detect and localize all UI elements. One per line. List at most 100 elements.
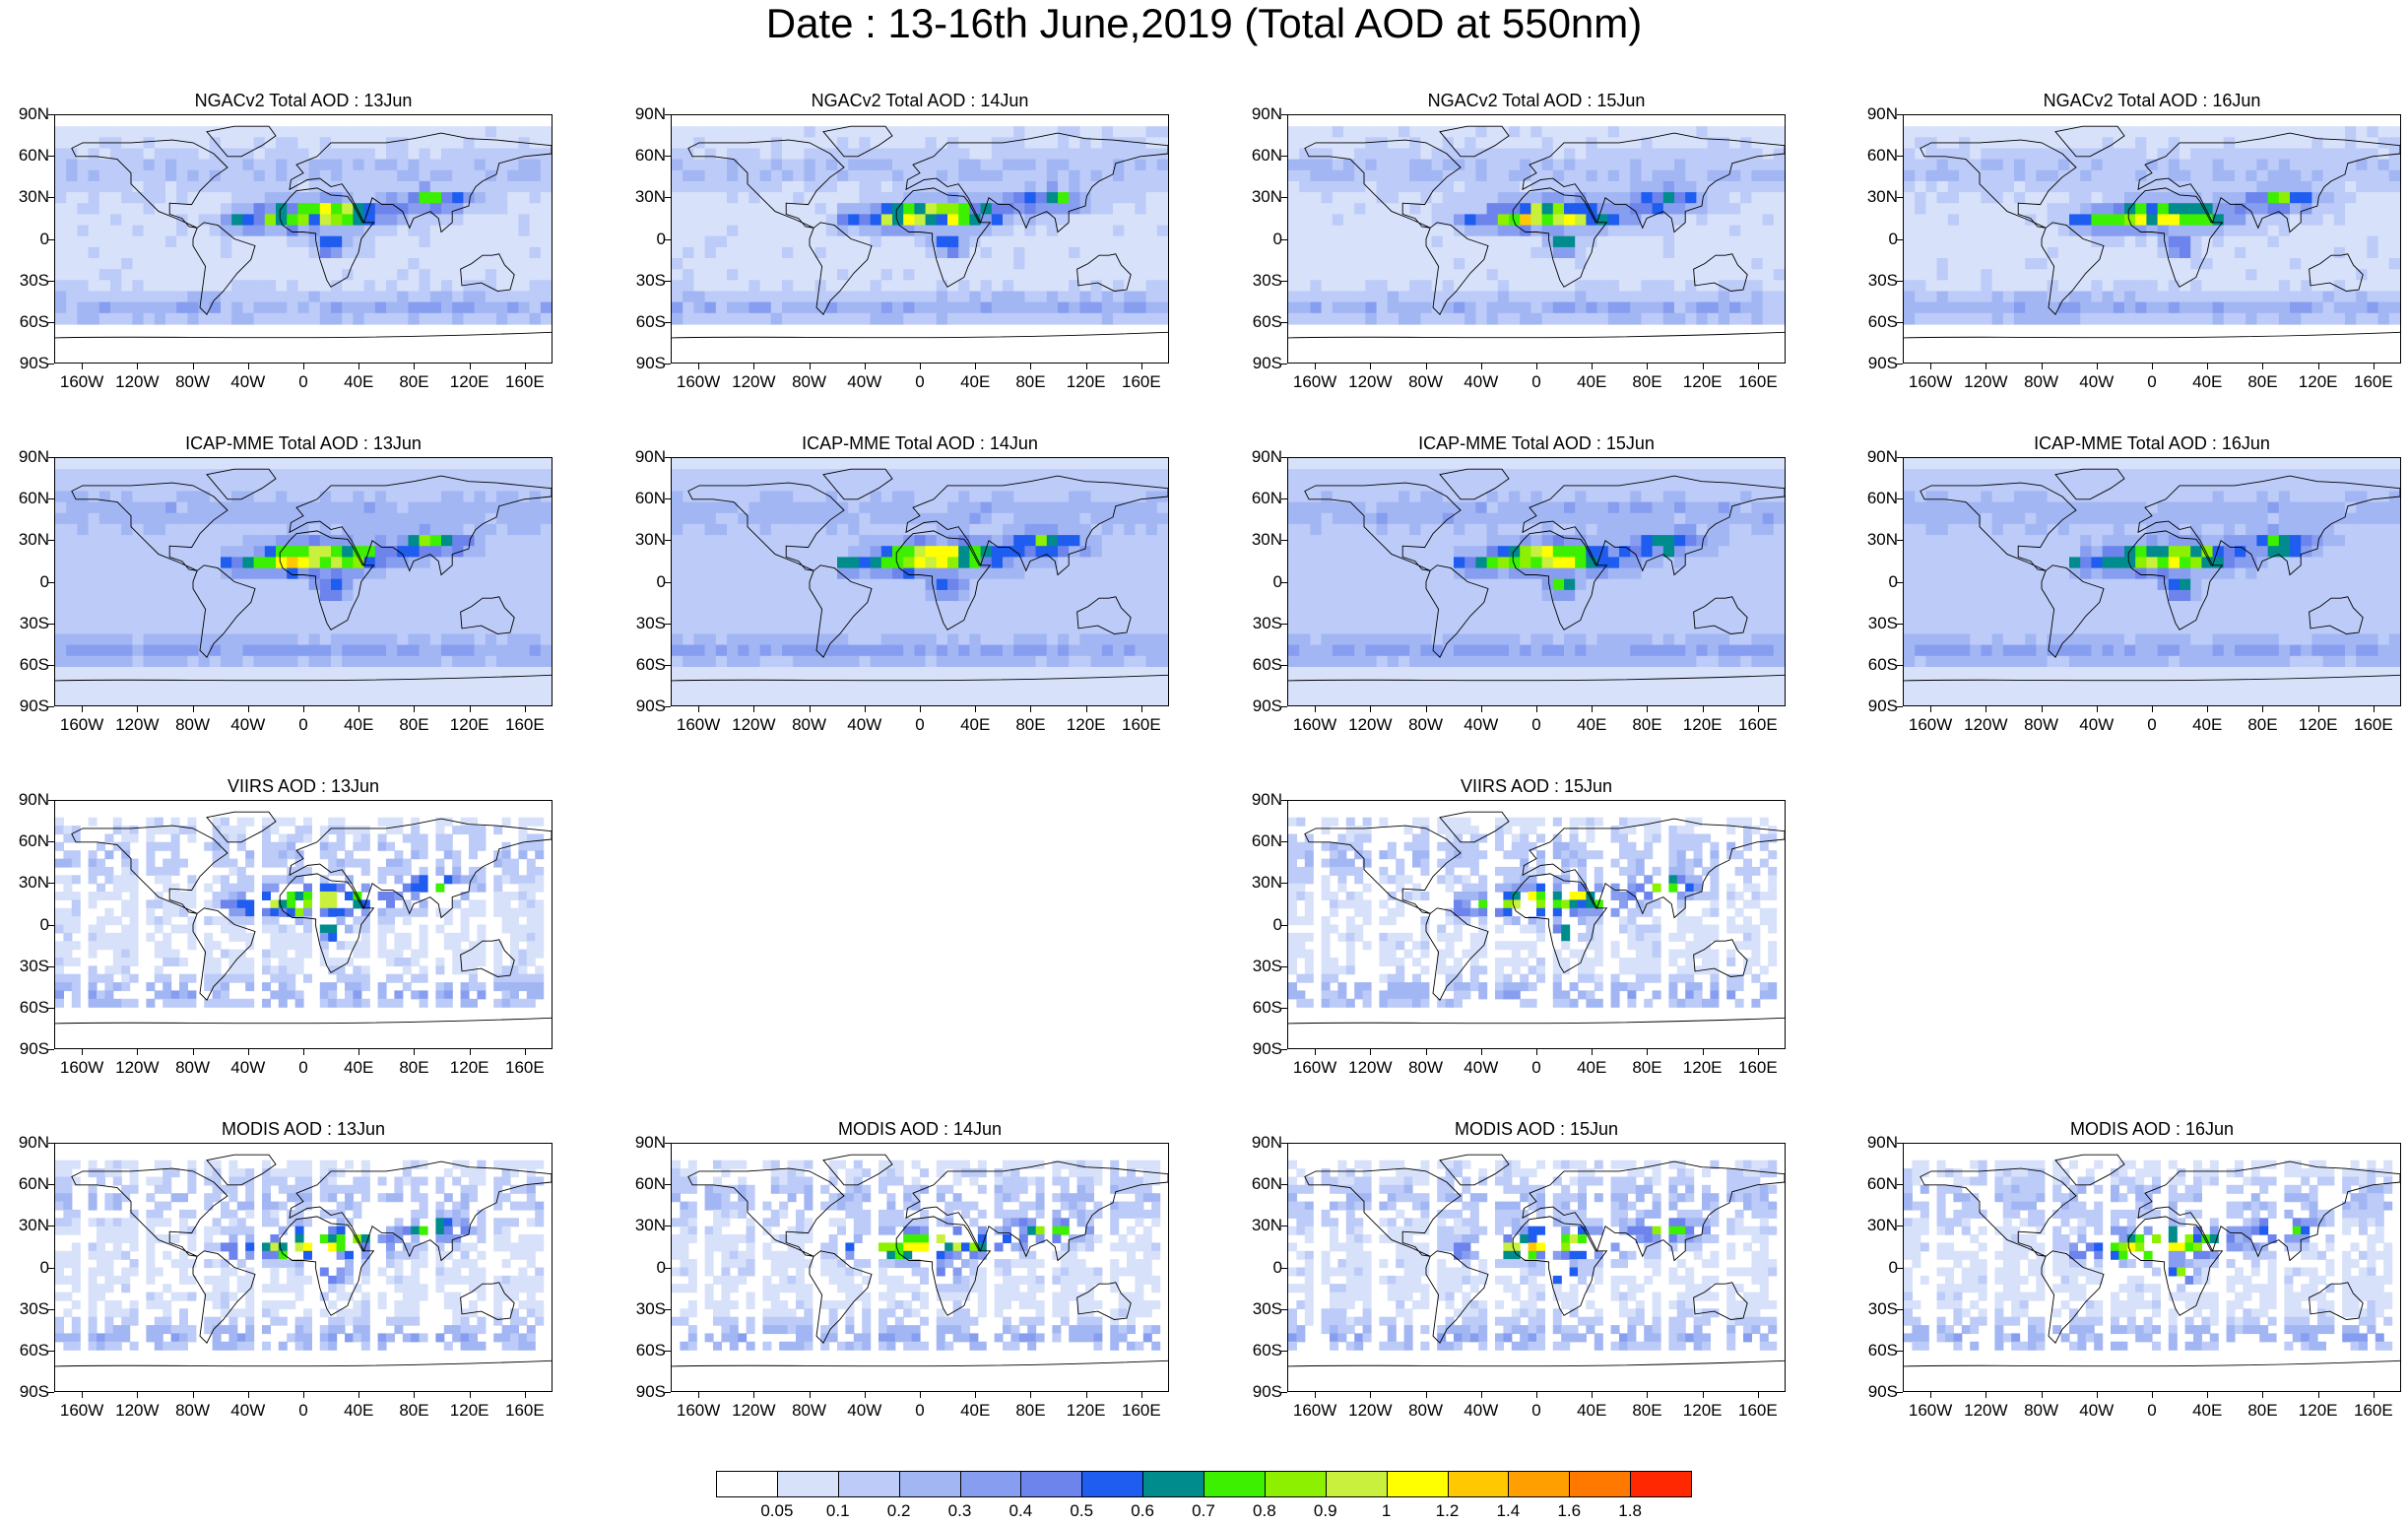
y-tick-label: 60N [1233, 832, 1282, 850]
x-tick-label: 40E [1562, 1058, 1621, 1078]
y-tick [48, 457, 54, 458]
x-tick [1536, 706, 1537, 712]
aod-map [55, 1144, 552, 1391]
x-tick [1481, 1049, 1482, 1055]
x-tick-label: 160W [1901, 715, 1960, 735]
x-tick [2262, 364, 2263, 369]
x-tick-label: 120W [107, 372, 166, 392]
x-tick [1703, 364, 1704, 369]
x-tick [975, 706, 976, 712]
x-tick [1315, 1049, 1316, 1055]
map-area [671, 114, 1169, 364]
aod-field [1904, 1160, 2392, 1351]
y-tick-label: 60S [1849, 656, 1898, 674]
y-tick [665, 1226, 671, 1227]
x-tick-label: 120E [440, 1058, 499, 1078]
x-tick-label: 120W [1340, 1401, 1399, 1421]
y-tick [48, 883, 54, 884]
y-tick [1281, 800, 1287, 801]
x-tick [358, 1392, 359, 1398]
x-tick-label: 40W [2067, 372, 2126, 392]
x-tick-label: 120E [1057, 715, 1116, 735]
x-tick-label: 160E [1728, 372, 1788, 392]
colorbar-label: 0.05 [748, 1501, 807, 1521]
x-tick [82, 364, 83, 369]
antarctica-coastline [1288, 332, 1785, 338]
colorbar-label: 0.3 [931, 1501, 990, 1521]
y-tick [1281, 457, 1287, 458]
colorbar-swatch [1204, 1471, 1266, 1497]
x-tick [1426, 364, 1427, 369]
x-tick-label: 120E [2289, 372, 2348, 392]
y-tick [665, 114, 671, 115]
y-tick-label: 0 [1849, 1259, 1898, 1277]
x-tick [2374, 706, 2375, 712]
y-tick-label: 30N [617, 188, 666, 206]
y-tick-label: 0 [1849, 231, 1898, 248]
y-tick [48, 1268, 54, 1269]
y-tick-label: 90N [0, 448, 49, 466]
x-tick [470, 706, 471, 712]
y-tick-label: 0 [617, 1259, 666, 1277]
x-tick-label: 0 [1507, 372, 1566, 392]
x-tick-label: 120E [440, 715, 499, 735]
y-tick-label: 30S [0, 272, 49, 290]
x-tick [82, 706, 83, 712]
x-tick-label: 40W [219, 372, 278, 392]
aod-map [55, 115, 552, 363]
x-tick [1030, 706, 1031, 712]
x-tick-label: 80E [2233, 1401, 2292, 1421]
y-tick [48, 1184, 54, 1185]
colorbar-label: 0.9 [1296, 1501, 1355, 1521]
x-tick [1141, 1392, 1142, 1398]
x-tick [1758, 1392, 1759, 1398]
x-tick-label: 120W [1340, 372, 1399, 392]
y-tick-label: 60N [0, 1175, 49, 1193]
x-tick-label: 0 [2122, 1401, 2181, 1421]
y-tick-label: 90S [1849, 697, 1898, 715]
y-tick [1897, 624, 1903, 625]
x-tick [1985, 364, 1986, 369]
y-tick-label: 60S [1849, 1342, 1898, 1359]
x-tick-label: 160W [52, 1401, 111, 1421]
x-tick-label: 0 [274, 372, 333, 392]
x-tick-label: 160E [1112, 1401, 1171, 1421]
antarctica-coastline [1904, 1360, 2400, 1366]
map-area [1903, 1143, 2401, 1392]
aod-field [1288, 458, 1785, 705]
x-tick [137, 1049, 138, 1055]
x-tick [358, 706, 359, 712]
y-tick-label: 60N [1849, 1175, 1898, 1193]
x-tick-label: 40W [2067, 1401, 2126, 1421]
x-tick-label: 160W [1285, 1401, 1344, 1421]
x-tick [975, 1392, 976, 1398]
y-tick [48, 1143, 54, 1144]
aod-field [55, 818, 544, 1008]
colorbar-swatch [1508, 1471, 1570, 1497]
x-tick-label: 40W [219, 1058, 278, 1078]
x-tick [1536, 1392, 1537, 1398]
x-tick [414, 364, 415, 369]
x-tick-label: 160W [669, 372, 728, 392]
x-tick-label: 0 [274, 715, 333, 735]
y-tick-label: 30N [1233, 874, 1282, 892]
y-tick [665, 582, 671, 583]
y-tick [1281, 624, 1287, 625]
y-tick-label: 90S [1233, 1040, 1282, 1058]
y-tick-label: 30S [1233, 272, 1282, 290]
x-tick-label: 80W [163, 372, 223, 392]
y-tick-label: 90S [1849, 355, 1898, 372]
x-tick [1758, 1049, 1759, 1055]
x-tick [920, 706, 921, 712]
y-tick [1281, 1268, 1287, 1269]
y-tick [1281, 665, 1287, 666]
map-area [671, 457, 1169, 706]
x-tick [1481, 706, 1482, 712]
x-tick [1141, 706, 1142, 712]
y-tick-label: 60N [1233, 490, 1282, 507]
x-tick-label: 120W [1956, 1401, 2015, 1421]
x-tick-label: 80E [1001, 372, 1060, 392]
x-tick-label: 80W [2012, 372, 2071, 392]
aod-map [1904, 1144, 2400, 1391]
